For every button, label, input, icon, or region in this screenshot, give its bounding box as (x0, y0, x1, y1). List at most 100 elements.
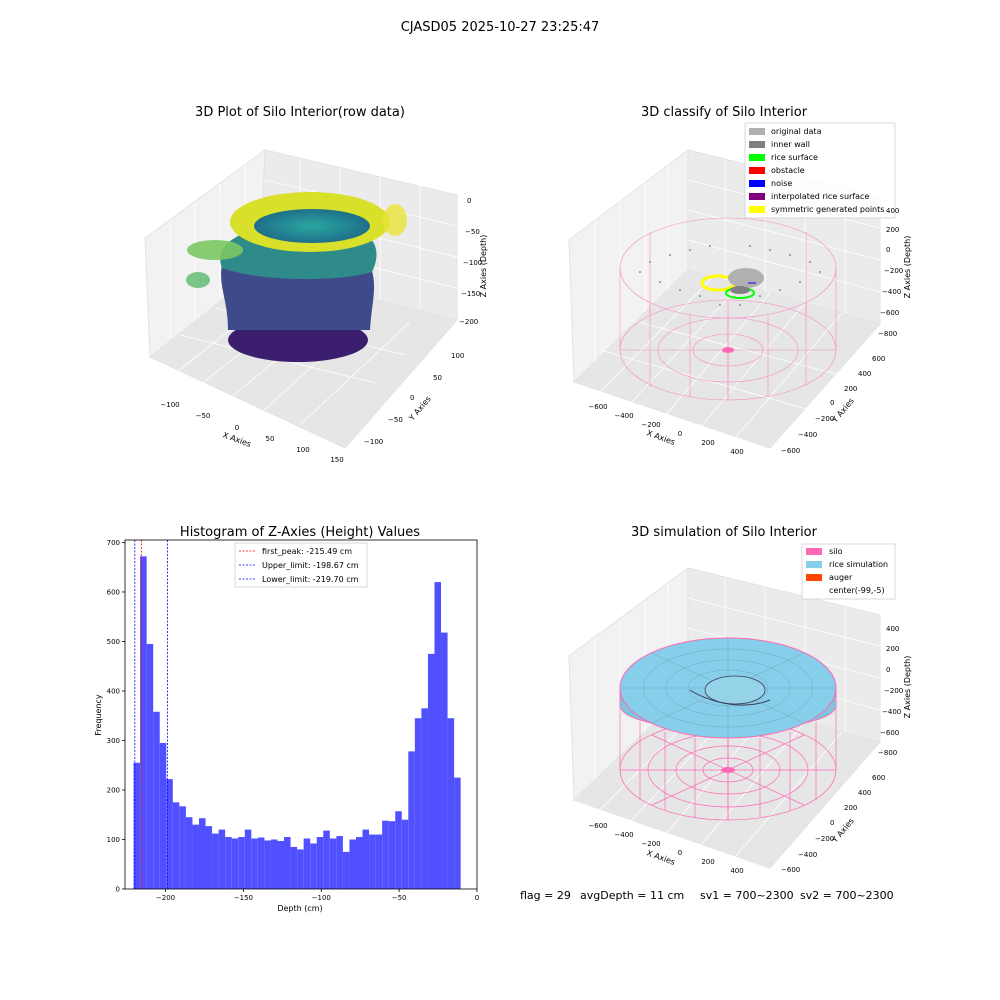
legend-original-data: original data (771, 127, 822, 136)
svg-text:0: 0 (410, 394, 414, 402)
legend-swatch-inner-wall (749, 141, 765, 148)
histogram-bar (447, 718, 455, 889)
simulation-legend: silo rice simulation auger center(-99,-5… (801, 543, 896, 600)
svg-text:−100: −100 (364, 438, 383, 446)
svg-text:−200: −200 (815, 835, 834, 843)
svg-text:150: 150 (330, 456, 343, 464)
histogram-y-tick-label: 200 (107, 786, 120, 794)
svg-text:−200: −200 (641, 421, 660, 429)
histogram-bar (146, 643, 154, 889)
histogram-bar (244, 829, 252, 889)
svg-text:−200: −200 (884, 267, 903, 275)
svg-text:−600: −600 (588, 403, 607, 411)
svg-text:−600: −600 (880, 729, 899, 737)
svg-text:400: 400 (858, 370, 871, 378)
histogram-x-ticks: −200 −150 −100 −50 0 (156, 889, 479, 902)
svg-text:−400: −400 (798, 851, 817, 859)
legend-swatch-silo (806, 548, 822, 555)
legend-inner-wall: inner wall (771, 140, 810, 149)
legend-rice-surface: rice surface (771, 153, 818, 162)
simulation-z-label: Z Axies (Depth) (903, 656, 912, 719)
simulation-auger-track (689, 689, 771, 706)
histogram-bar (375, 834, 383, 889)
status-flag: flag = 29 (520, 889, 571, 902)
legend-first-peak: first_peak: -215.49 cm (262, 547, 352, 556)
histogram-bar (238, 837, 245, 889)
status-avg-depth: avgDepth = 11 cm (580, 889, 685, 902)
svg-text:−600: −600 (588, 822, 607, 830)
classify-z-label: Z Axies (Depth) (903, 236, 912, 299)
histogram-vlines (134, 540, 168, 889)
classify-silo-wire (619, 217, 837, 401)
histogram-bar (310, 843, 317, 889)
histogram-bar (454, 777, 461, 889)
histogram-bar (401, 819, 409, 889)
histogram-bar (369, 834, 376, 889)
raw-z-ticks: 0 −50 −100 −150 −200 (459, 197, 482, 326)
svg-text:400: 400 (886, 207, 899, 215)
histogram-bar (355, 837, 363, 889)
classify-inner-wall (730, 286, 750, 294)
svg-text:200: 200 (886, 226, 899, 234)
svg-text:−800: −800 (878, 330, 897, 338)
histogram-bar (427, 653, 435, 889)
legend-swatch-rice-surface (749, 154, 765, 161)
raw-x-label: X Axies (221, 430, 252, 449)
svg-text:600: 600 (872, 774, 885, 782)
svg-text:−400: −400 (798, 431, 817, 439)
raw-cloud-scatter-3 (383, 204, 407, 236)
histogram-x-tick-label: −150 (234, 894, 253, 902)
legend-swatch-noise (749, 180, 765, 187)
histogram-bar (159, 742, 167, 889)
histogram-bar (270, 839, 278, 889)
histogram-bar (264, 840, 271, 889)
svg-text:200: 200 (701, 439, 714, 447)
histogram-y-tick-label: 100 (107, 836, 120, 844)
histogram-y-tick-label: 700 (107, 539, 120, 547)
legend-interpolated: interpolated rice surface (771, 192, 869, 201)
histogram-title: Histogram of Z-Axies (Height) Values (180, 525, 420, 540)
simulation-x-ticks: −600 −400 −200 0 200 400 (588, 822, 743, 875)
legend-swatch-obstacle (749, 167, 765, 174)
svg-text:0: 0 (830, 399, 834, 407)
svg-text:−100: −100 (160, 401, 179, 409)
histogram-panel: Histogram of Z-Axies (Height) Values −20… (94, 525, 479, 913)
histogram-bar (212, 833, 219, 889)
histogram-y-tick-label: 300 (107, 737, 120, 745)
histogram-bar (441, 632, 448, 889)
legend-swatch-rice-simulation (806, 561, 822, 568)
histogram-x-tick-label: −50 (392, 894, 407, 902)
histogram-bar (140, 556, 147, 889)
simulation-plot-title: 3D simulation of Silo Interior (631, 525, 818, 540)
histogram-y-tick-label: 500 (107, 638, 120, 646)
classify-noise-points (639, 245, 821, 306)
svg-text:−800: −800 (878, 749, 897, 757)
simulation-z-ticks: 400 200 0 −200 −400 −600 −800 (878, 625, 903, 757)
status-sv1: sv1 = 700~2300 (700, 889, 794, 902)
histogram-bar (133, 762, 141, 889)
svg-text:400: 400 (730, 448, 743, 456)
svg-text:400: 400 (886, 625, 899, 633)
histogram-axes-frame (124, 539, 478, 890)
histogram-bar (257, 837, 265, 889)
histogram-x-label: Depth (cm) (277, 904, 322, 913)
figure-title: CJASD05 2025-10-27 23:25:47 (401, 20, 600, 35)
histogram-y-tick-label: 0 (116, 886, 120, 894)
legend-symmetric: symmetric generated points (771, 205, 884, 214)
classify-y-ticks: 600 400 200 0 −200 −400 −600 (781, 355, 885, 455)
histogram-bar (303, 838, 311, 889)
raw-plot-title: 3D Plot of Silo Interior(row data) (195, 105, 405, 120)
histogram-y-label: Frequency (94, 694, 103, 736)
histogram-bar (251, 838, 258, 889)
simulation-silo-center (721, 767, 735, 773)
histogram-bar (198, 818, 206, 889)
legend-swatch-auger (806, 574, 822, 581)
classify-x-label: X Axies (645, 428, 676, 447)
legend-lower-limit: Lower_limit: -219.70 cm (262, 575, 359, 584)
svg-text:200: 200 (844, 385, 857, 393)
svg-text:100: 100 (451, 352, 464, 360)
svg-text:0: 0 (830, 819, 834, 827)
histogram-bar (172, 802, 180, 889)
svg-text:0: 0 (678, 849, 682, 857)
histogram-bar (297, 849, 304, 889)
